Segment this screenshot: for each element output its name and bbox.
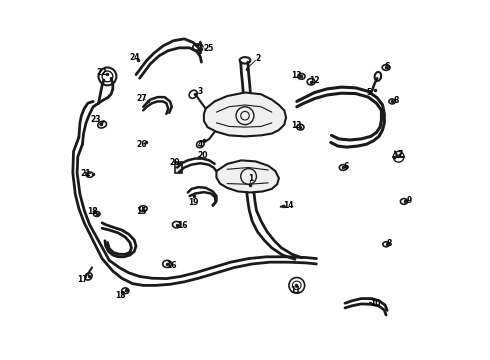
- Text: 18: 18: [115, 291, 126, 300]
- Text: 10: 10: [370, 300, 381, 309]
- Text: 13: 13: [292, 121, 302, 130]
- Text: 6: 6: [384, 62, 390, 71]
- Text: 19: 19: [188, 198, 198, 207]
- Text: 1: 1: [248, 174, 253, 183]
- Text: 16: 16: [167, 261, 177, 270]
- Text: 8: 8: [387, 239, 392, 248]
- Text: 12: 12: [309, 76, 320, 85]
- Text: 22: 22: [96, 68, 107, 77]
- Text: 13: 13: [292, 71, 302, 80]
- Text: 25: 25: [203, 44, 214, 53]
- Text: 20: 20: [169, 158, 179, 167]
- Text: 17: 17: [77, 275, 88, 284]
- Text: 7: 7: [398, 150, 403, 159]
- Text: 21: 21: [81, 169, 91, 178]
- Text: 6: 6: [343, 162, 349, 171]
- Text: 27: 27: [137, 94, 147, 103]
- Text: 5: 5: [367, 88, 372, 97]
- Text: 23: 23: [91, 116, 101, 125]
- Bar: [175, 162, 182, 173]
- Polygon shape: [217, 160, 279, 193]
- Text: 9: 9: [407, 196, 412, 205]
- Text: 8: 8: [393, 96, 398, 105]
- Text: 11: 11: [290, 286, 301, 295]
- Text: 18: 18: [87, 207, 98, 216]
- Polygon shape: [204, 93, 286, 136]
- Text: 26: 26: [137, 140, 147, 149]
- Text: 14: 14: [283, 201, 294, 210]
- Text: 20: 20: [197, 151, 208, 160]
- Text: 15: 15: [136, 207, 147, 216]
- Text: 2: 2: [255, 54, 260, 63]
- Text: 16: 16: [177, 221, 188, 230]
- Text: 24: 24: [130, 53, 140, 62]
- Text: 4: 4: [198, 140, 203, 149]
- Text: 3: 3: [198, 87, 203, 96]
